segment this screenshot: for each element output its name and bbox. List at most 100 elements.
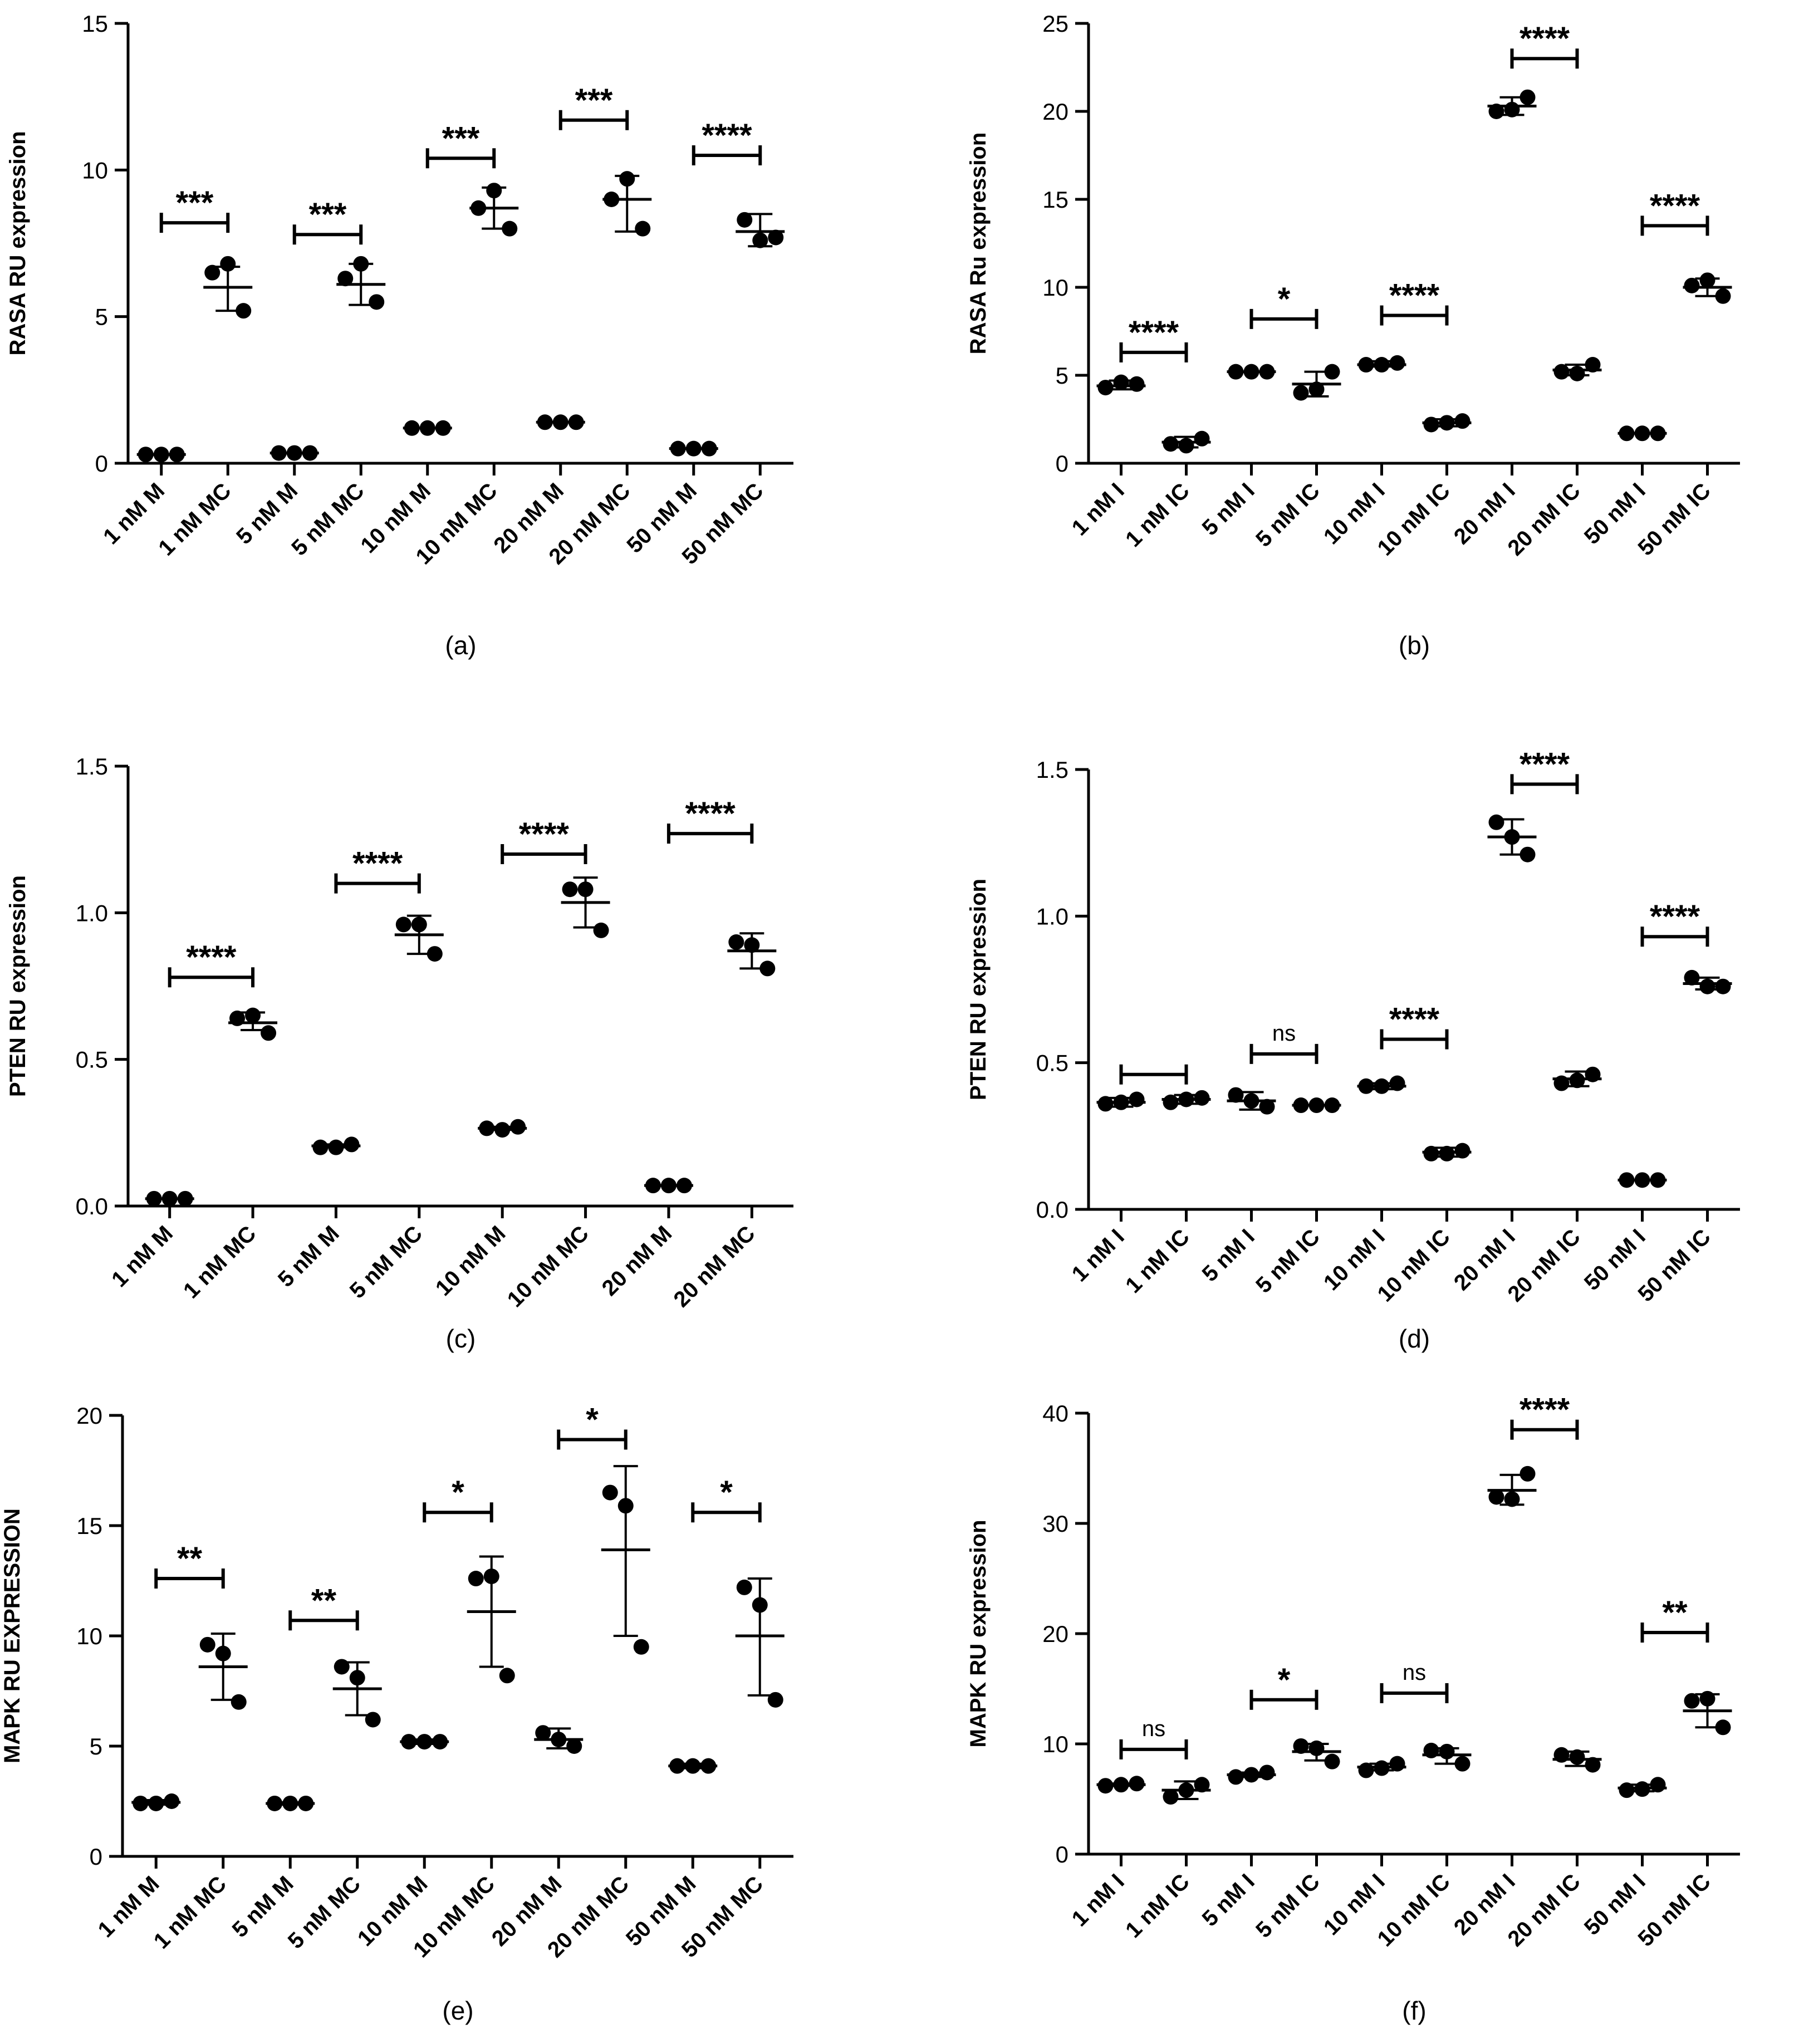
data-point <box>1194 1777 1210 1793</box>
data-point <box>146 1190 162 1207</box>
significance-label: * <box>1278 281 1291 317</box>
data-point <box>1684 969 1700 986</box>
data-point <box>744 937 760 953</box>
data-point <box>344 1136 360 1153</box>
significance-label: **** <box>352 846 403 882</box>
data-point <box>1439 1145 1455 1161</box>
significance-label: ns <box>1142 1717 1165 1741</box>
data-point <box>302 445 318 461</box>
x-tick-label: 50 nM IC <box>1633 1869 1715 1951</box>
data-point <box>483 1568 499 1585</box>
data-point <box>486 183 502 199</box>
significance-label: * <box>1278 1662 1291 1698</box>
y-tick-label: 0 <box>1056 1841 1068 1867</box>
y-axis-label: PTEN RU expression <box>6 875 30 1097</box>
x-tick-label: 10 nM MC <box>503 1221 594 1312</box>
significance-label: ** <box>177 1541 203 1577</box>
significance-label: * <box>586 1402 599 1438</box>
data-point <box>1163 1094 1179 1110</box>
data-point <box>1423 1742 1439 1758</box>
data-point <box>427 946 443 962</box>
x-tick-label: 10 nM M <box>431 1221 511 1301</box>
data-point <box>236 303 252 319</box>
significance-label: ** <box>1662 1595 1688 1631</box>
panel-label: (b) <box>1399 631 1430 660</box>
data-point <box>1619 425 1635 442</box>
data-point <box>1374 1078 1390 1094</box>
y-tick-label: 15 <box>82 11 108 37</box>
x-tick-label: 1 nM MC <box>179 1221 261 1303</box>
data-point <box>1699 272 1715 288</box>
data-point <box>1553 1747 1570 1763</box>
data-point <box>1634 425 1650 442</box>
data-point <box>551 1732 567 1748</box>
data-point <box>1308 1740 1325 1756</box>
data-point <box>286 445 302 461</box>
x-tick-label: 1 nM MC <box>149 1871 231 1953</box>
data-point <box>635 220 651 237</box>
data-point <box>568 414 584 430</box>
data-point <box>1519 1465 1536 1482</box>
data-point <box>617 1498 634 1514</box>
data-point <box>1454 1143 1471 1159</box>
significance-label: **** <box>1519 746 1570 782</box>
y-tick-label: 10 <box>1042 275 1068 301</box>
chart-panel-f: 0 10 20 30 40 MAPK RU expression 1 nM I1 nM IC… <box>966 1392 1740 2025</box>
data-point <box>138 447 154 463</box>
data-point <box>537 414 553 430</box>
x-tick-label: 10 nM IC <box>1373 478 1454 560</box>
y-tick-label: 40 <box>1042 1400 1068 1427</box>
data-point <box>1504 101 1520 117</box>
data-point <box>271 445 287 461</box>
x-tick-label: 5 nM I <box>1198 478 1259 540</box>
x-tick-label: 5 nM MC <box>287 478 369 560</box>
data-point <box>1585 1757 1601 1773</box>
y-axis-label: RASA Ru expression <box>966 133 991 355</box>
data-point <box>602 1484 618 1501</box>
data-point <box>1228 1769 1244 1785</box>
data-point <box>1715 978 1731 994</box>
data-point <box>401 1734 417 1750</box>
y-tick-label: 1.5 <box>76 753 108 780</box>
data-point <box>1178 1782 1194 1798</box>
data-point <box>148 1795 164 1811</box>
significance-label: *** <box>575 82 613 119</box>
data-point <box>1650 1777 1666 1793</box>
data-point <box>1163 1789 1179 1805</box>
y-tick-label: 5 <box>1056 362 1068 389</box>
data-point <box>669 1758 685 1774</box>
data-point <box>353 256 369 272</box>
data-point <box>1569 1749 1585 1765</box>
data-point <box>566 1738 582 1754</box>
y-tick-label: 20 <box>76 1403 102 1429</box>
data-point <box>411 916 427 933</box>
data-point <box>1650 425 1666 442</box>
data-point <box>767 1692 783 1708</box>
data-point <box>468 1571 484 1587</box>
data-point <box>220 256 236 272</box>
data-point <box>1715 288 1731 304</box>
data-point <box>1293 385 1309 401</box>
data-point <box>419 420 435 436</box>
data-point <box>768 229 784 246</box>
y-tick-label: 1.0 <box>1036 903 1068 929</box>
x-tick-label: 20 nM IC <box>1503 1224 1585 1306</box>
x-tick-label: 1 nM I <box>1067 1869 1129 1931</box>
y-tick-label: 5 <box>90 1733 102 1759</box>
x-tick-label: 5 nM M <box>273 1221 344 1292</box>
significance-label: **** <box>702 117 752 154</box>
data-point <box>1389 1756 1405 1772</box>
x-tick-label: 5 nM I <box>1198 1224 1259 1286</box>
y-tick-label: 15 <box>1042 187 1068 213</box>
data-point <box>1389 1075 1405 1091</box>
significance-label: **** <box>1129 315 1179 351</box>
significance-label: **** <box>1519 21 1570 57</box>
y-axis-label: PTEN RU expression <box>966 879 991 1100</box>
y-tick-label: 30 <box>1042 1511 1068 1537</box>
y-tick-label: 20 <box>1042 99 1068 125</box>
data-point <box>1324 1753 1340 1769</box>
significance-label: **** <box>1389 278 1440 314</box>
panel-label: (e) <box>442 1996 473 2025</box>
data-point <box>701 440 717 457</box>
data-point <box>432 1734 448 1750</box>
